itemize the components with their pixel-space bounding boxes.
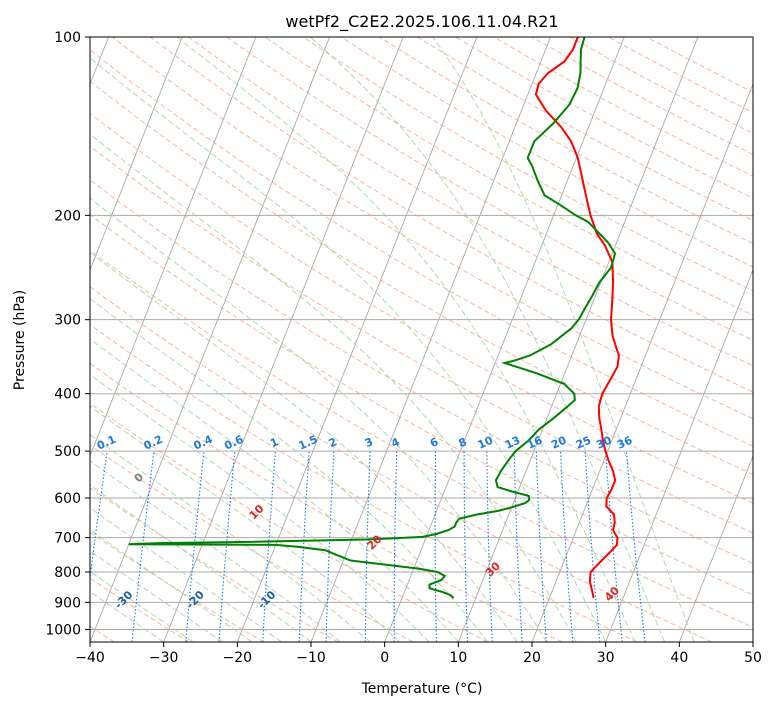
dry-adiabat-line [90,249,753,628]
y-tick-label: 1000 [45,622,81,638]
background-lines [90,37,753,642]
isotherm-line [678,454,753,642]
temperature-profile-line [534,37,620,599]
mixing-ratio-line [298,451,310,642]
plot-background [90,37,753,642]
moist-adiabat-line [90,460,341,642]
x-tick-label: −20 [223,650,253,666]
mixing-ratio-line [218,451,236,642]
moist-adiabat-line [90,405,400,642]
moist-adiabat-line [90,550,223,642]
mixing-ratio-label: 36 [615,434,635,452]
dry-adiabat-line [302,37,753,292]
dry-adiabat-line [90,49,753,447]
mixing-ratio-label: 13 [503,434,522,452]
mixing-ratio-line [625,451,646,642]
y-tick-label: 800 [54,565,81,581]
dry-adiabat-line [90,402,488,642]
chart-title: wetPf2_C2E2.2025.106.11.04.R21 [285,12,558,32]
x-tick-label: 30 [597,650,615,666]
isotherm-line [163,37,404,642]
mixing-ratio-label: 25 [574,434,593,452]
dewpoint-profile-line [128,37,617,599]
y-axis: 100 200 300 400 500 600 700 800 900 1000 [45,30,90,638]
y-tick-label: 900 [54,595,81,611]
dry-adiabat-line [226,37,753,341]
mixing-ratio-line [364,451,371,642]
isotherm-line [605,268,753,642]
plot-frame [89,36,754,643]
y-tick-label: 400 [54,387,81,403]
dry-adiabat-line [188,37,753,367]
mixing-ratio-label: 16 [525,434,545,452]
moist-adiabat-line [432,37,695,642]
dry-adiabat-line [90,112,753,504]
moist-adiabat-line [90,591,164,642]
y-tick-label: 300 [54,313,81,329]
moist-adiabat-line [90,570,194,642]
y-axis-label: Pressure (hPa) [12,290,28,390]
mixing-ratio-line [486,451,493,642]
y-tick-label: 500 [54,444,81,460]
x-axis-label: Temperature (°C) [361,681,483,697]
moist-adiabat-line [90,529,253,642]
dry-adiabat-line [90,362,563,642]
dry-adiabat-line [90,286,712,642]
moist-adiabat-line [90,373,430,642]
mixing-ratio-line [434,451,437,642]
dry-adiabat-line [264,37,753,316]
y-tick-label: 100 [54,30,81,46]
dry-adiabat-line [90,80,753,475]
dry-adiabat-line [90,179,753,565]
isotherm-line [90,37,257,458]
mixing-ratio-line [513,451,523,642]
moist-adiabat-line [90,57,607,642]
mixing-ratio-label: 30 [594,434,614,452]
moist-adiabat-line [309,37,666,642]
mixing-ratio-line [185,451,205,642]
dry-adiabat-line [90,213,753,596]
profile-series [128,37,620,599]
mixing-ratio-line [535,451,547,642]
x-tick-label: −10 [296,650,326,666]
dry-adiabat-line [90,531,264,642]
x-tick-label: 10 [449,650,467,666]
x-tick-label: 50 [744,650,762,666]
x-tick-label: 40 [670,650,688,666]
isotherm-line [90,37,330,642]
x-tick-label: 20 [523,650,541,666]
isotherm-line [531,82,753,642]
dry-adiabat-line [90,323,638,642]
x-tick-label: −40 [75,650,105,666]
x-tick-label: −30 [149,650,179,666]
moist-adiabat-line [90,133,577,642]
x-axis: −40 −30 −20 −10 0 10 20 30 40 50 [75,642,762,666]
mixing-ratio-line [393,451,398,642]
mixing-ratio-line [325,451,335,642]
moist-adiabat-line [90,298,489,642]
moist-adiabat-line [90,338,459,642]
isotherm-line [384,37,625,642]
y-tick-label: 700 [54,531,81,547]
moist-adiabat-line [90,251,518,642]
mixing-ratio-line [584,451,601,642]
mixing-ratio-line [262,451,276,642]
mixing-ratio-line [463,451,469,642]
mixing-ratio-line [559,451,574,642]
y-tick-label: 600 [54,491,81,507]
x-tick-label: 0 [380,650,389,666]
moist-adiabat-line [90,434,371,642]
y-tick-label: 200 [54,208,81,224]
mixing-ratio-label: 20 [549,434,569,452]
isotherm-line [457,37,699,642]
mixing-ratio-label: 10 [476,434,496,452]
moist-adiabat-line [176,37,636,642]
isotherm-line [90,37,183,272]
dry-adiabat-line [90,145,753,534]
